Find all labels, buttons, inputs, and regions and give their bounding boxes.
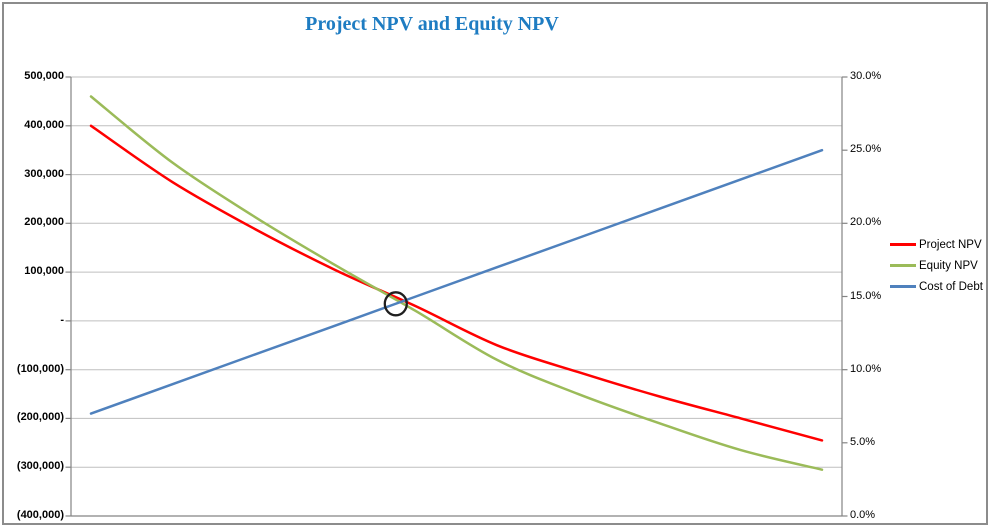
left-axis-tick-label: (200,000) <box>16 411 64 424</box>
right-axis-tick-label: 5.0% <box>850 435 876 448</box>
legend: Project NPV Equity NPV Cost of Debt <box>890 234 983 297</box>
left-axis-tick-label: (300,000) <box>16 460 64 473</box>
right-axis-tick-label: 25.0% <box>850 143 882 156</box>
right-axis-tick-label: 10.0% <box>850 362 882 375</box>
legend-item-equity-npv: Equity NPV <box>890 255 983 276</box>
plot-area <box>65 76 848 517</box>
left-axis-tick-label: 500,000 <box>24 70 64 82</box>
left-axis-tick-label: - <box>60 313 64 326</box>
left-axis-tick-label: 300,000 <box>24 167 64 180</box>
left-axis-tick-label: (100,000) <box>16 362 64 375</box>
left-axis-tick-label: 100,000 <box>24 265 64 278</box>
left-axis-tick-label: (400,000) <box>16 509 64 521</box>
legend-item-project-npv: Project NPV <box>890 234 983 255</box>
series-line-equity-npv <box>89 95 824 471</box>
series-line-project-npv <box>89 124 824 442</box>
legend-item-cost-of-debt: Cost of Debt <box>890 276 983 297</box>
legend-label: Equity NPV <box>919 259 978 272</box>
chart-title: Project NPV and Equity NPV <box>305 13 559 35</box>
legend-line-swatch <box>890 285 916 288</box>
right-axis-tick-label: 0.0% <box>850 509 876 521</box>
right-axis-tick-label: 20.0% <box>850 216 882 229</box>
legend-label: Cost of Debt <box>919 280 983 293</box>
right-axis-tick-label: 30.0% <box>850 70 882 82</box>
legend-line-swatch <box>890 264 916 267</box>
legend-line-swatch <box>890 243 916 246</box>
legend-label: Project NPV <box>919 238 982 251</box>
left-axis-tick-label: 200,000 <box>24 216 64 229</box>
right-axis-tick-label: 15.0% <box>850 289 882 302</box>
series-line-cost-of-debt <box>89 148 824 415</box>
intersection-circle-annotation <box>383 291 408 317</box>
left-axis-tick-label: 400,000 <box>24 118 64 131</box>
